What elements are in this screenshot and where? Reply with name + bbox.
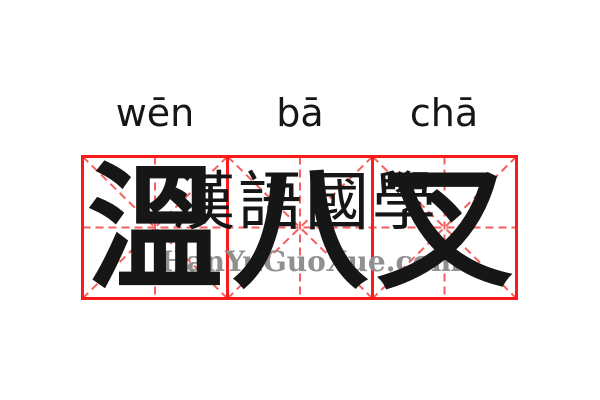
mizige-grid-svg	[81, 155, 518, 300]
hanzi-character-1: 溫	[87, 149, 223, 309]
pinyin-syllable-3: chā	[409, 91, 479, 135]
pinyin-syllable-1: wēn	[115, 91, 195, 135]
grid-outer-border	[81, 155, 518, 300]
site-watermark: HanYuGuoXue.com	[160, 245, 461, 278]
grid-diagonal-line	[81, 155, 229, 300]
grid-diagonal-line	[226, 155, 374, 300]
hanzi-character-3: 叉	[377, 149, 513, 309]
pinyin-syllable-2: bā	[276, 91, 324, 135]
grid-diagonal-line	[81, 155, 229, 300]
grid-diagonal-line	[371, 155, 518, 300]
mizige-grid	[81, 155, 518, 300]
hanzi-character-2: 八	[232, 149, 368, 309]
grid-diagonal-line	[371, 155, 518, 300]
cjk-background-watermark: 漢語國學	[171, 166, 439, 240]
grid-diagonal-line	[226, 155, 374, 300]
